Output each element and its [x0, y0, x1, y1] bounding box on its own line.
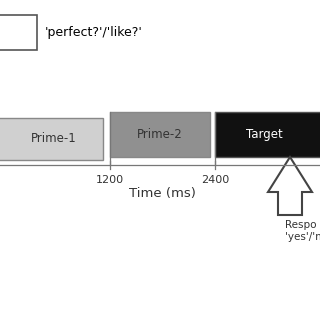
Bar	[110, 112, 210, 157]
Bar	[0, 15, 37, 50]
Text: Prime-1: Prime-1	[31, 132, 77, 146]
Text: 'perfect?'/'like?': 'perfect?'/'like?'	[45, 26, 143, 39]
Bar	[215, 112, 320, 157]
Text: Time (ms): Time (ms)	[129, 187, 196, 200]
Text: 'yes'/'n: 'yes'/'n	[285, 232, 320, 242]
Text: Respo: Respo	[285, 220, 316, 230]
Bar	[0, 118, 103, 160]
Polygon shape	[268, 157, 312, 215]
Text: Prime-2: Prime-2	[137, 128, 183, 141]
Text: 1200: 1200	[96, 175, 124, 185]
Text: Target: Target	[246, 128, 282, 141]
Text: 2400: 2400	[201, 175, 229, 185]
